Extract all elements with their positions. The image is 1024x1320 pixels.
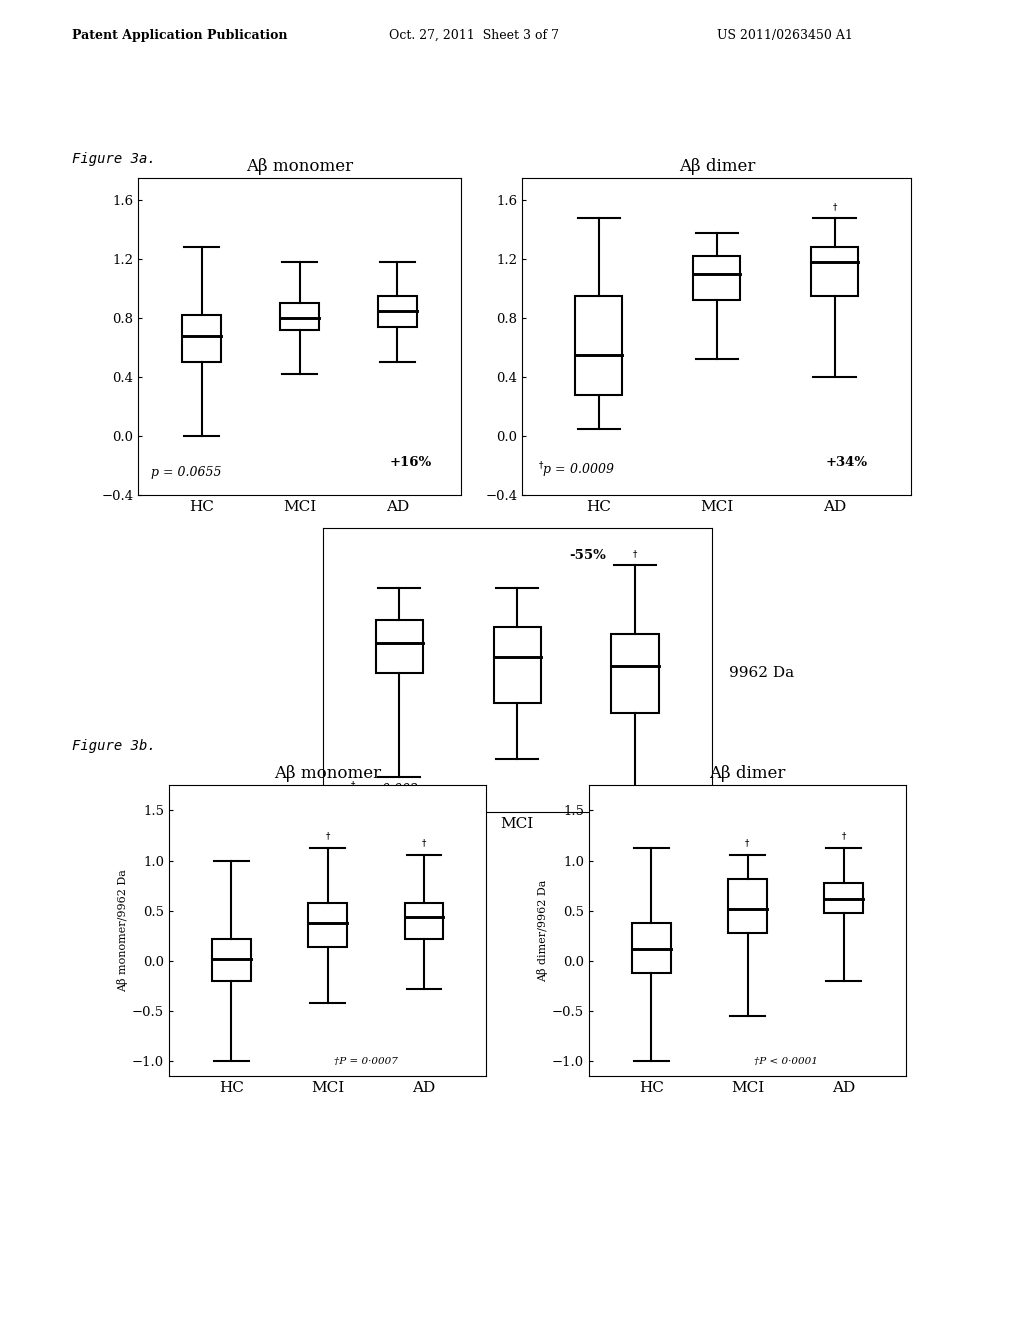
Bar xyxy=(378,296,417,327)
Title: Aβ dimer: Aβ dimer xyxy=(679,158,755,176)
Text: Oct. 27, 2011  Sheet 3 of 7: Oct. 27, 2011 Sheet 3 of 7 xyxy=(389,29,559,42)
Text: Patent Application Publication: Patent Application Publication xyxy=(72,29,287,42)
Text: p = 0.0655: p = 0.0655 xyxy=(152,466,221,479)
Text: †P = 0·0007: †P = 0·0007 xyxy=(334,1057,398,1067)
Y-axis label: Aβ monomer/9962 Da: Aβ monomer/9962 Da xyxy=(117,869,128,993)
Text: 9962 Da: 9962 Da xyxy=(729,667,795,680)
Text: $^{\dagger}$: $^{\dagger}$ xyxy=(841,833,847,846)
Bar xyxy=(182,315,221,363)
Bar xyxy=(693,256,740,301)
Title: Aβ dimer: Aβ dimer xyxy=(710,766,785,783)
Bar xyxy=(728,879,767,933)
Text: US 2011/0263450 A1: US 2011/0263450 A1 xyxy=(717,29,853,42)
Bar xyxy=(404,903,443,939)
Text: †P < 0·0001: †P < 0·0001 xyxy=(754,1057,818,1067)
Bar xyxy=(632,923,671,973)
Text: $^{\dagger}$p = 0.002: $^{\dagger}$p = 0.002 xyxy=(350,781,418,800)
Text: $^{\dagger}$p = 0.0009: $^{\dagger}$p = 0.0009 xyxy=(538,461,614,480)
Text: Figure 3a.: Figure 3a. xyxy=(72,152,156,166)
Text: +16%: +16% xyxy=(390,457,432,470)
Title: Aβ monomer: Aβ monomer xyxy=(274,766,381,783)
Bar xyxy=(811,247,858,296)
Text: +34%: +34% xyxy=(825,457,868,470)
Text: $^{\dagger}$: $^{\dagger}$ xyxy=(421,840,427,853)
Bar xyxy=(575,296,623,395)
Bar xyxy=(611,634,658,713)
Text: $^{\dagger}$: $^{\dagger}$ xyxy=(831,203,838,216)
Text: $^{\dagger}$: $^{\dagger}$ xyxy=(632,550,638,564)
Bar xyxy=(212,939,251,981)
Y-axis label: Aβ dimer/9962 Da: Aβ dimer/9962 Da xyxy=(537,879,548,982)
Text: -55%: -55% xyxy=(569,549,606,562)
Text: $^{\dagger}$: $^{\dagger}$ xyxy=(744,840,751,853)
Title: Aβ monomer: Aβ monomer xyxy=(246,158,353,176)
Bar xyxy=(376,620,423,673)
Bar xyxy=(308,903,347,946)
Bar xyxy=(494,627,541,704)
Text: Figure 3b.: Figure 3b. xyxy=(72,739,156,754)
Bar xyxy=(280,304,319,330)
Text: $^{\dagger}$: $^{\dagger}$ xyxy=(325,833,331,846)
Bar xyxy=(824,883,863,912)
